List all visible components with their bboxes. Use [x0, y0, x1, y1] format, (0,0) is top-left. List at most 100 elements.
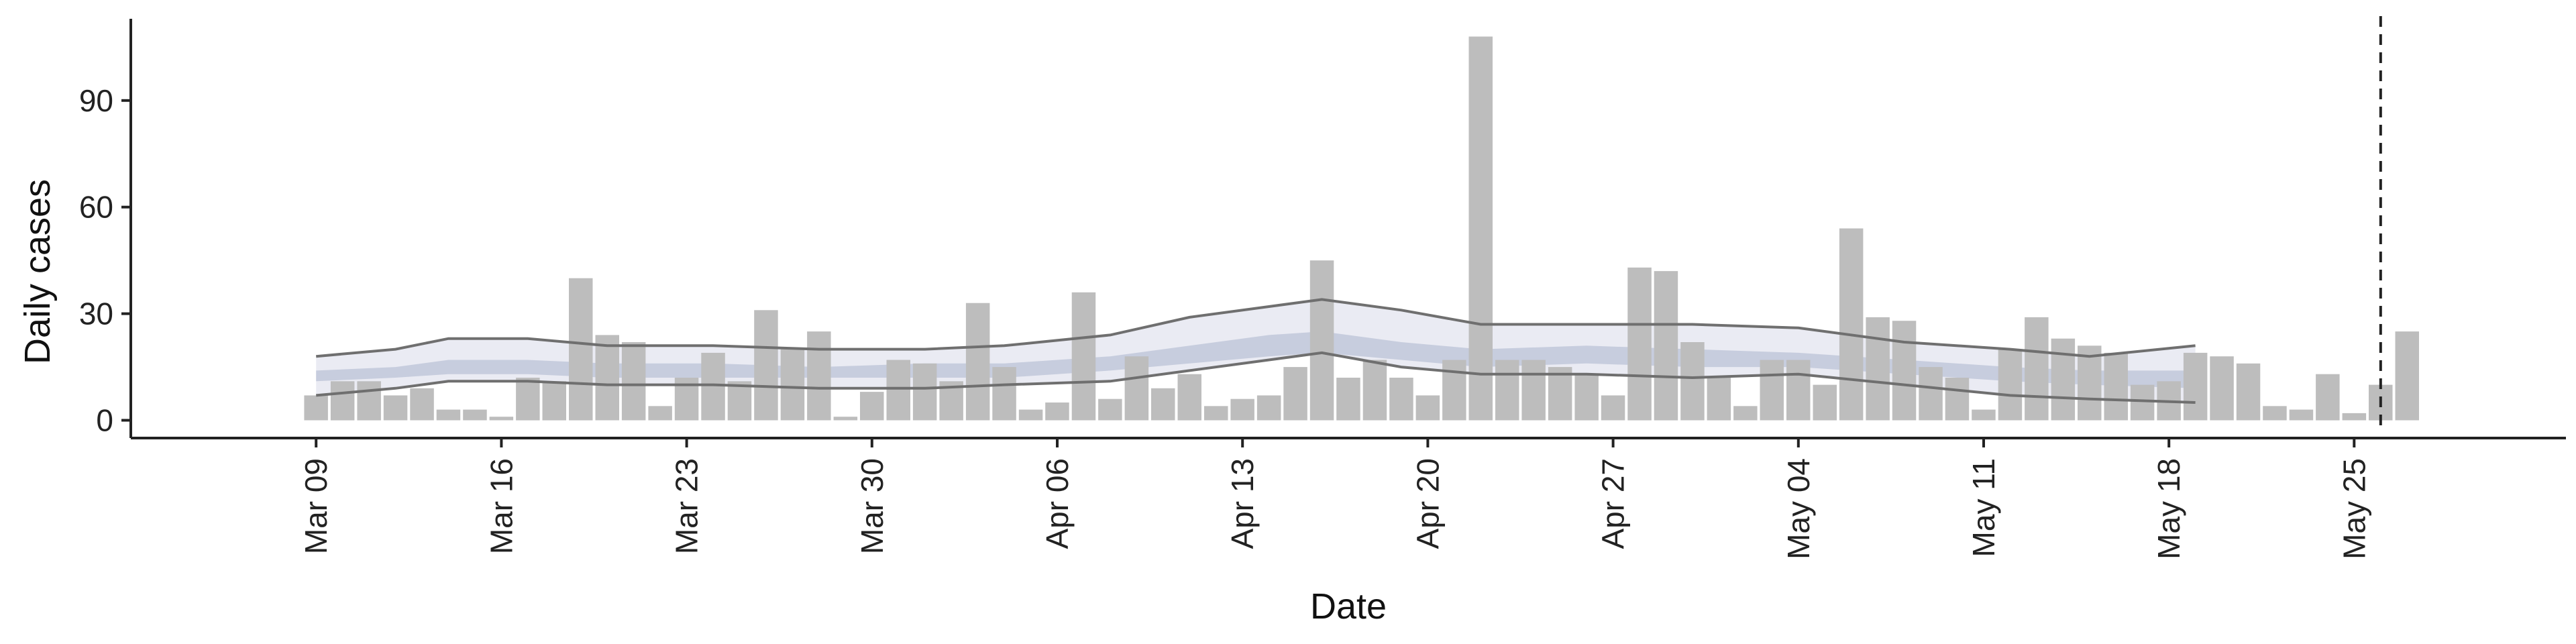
bar — [1309, 260, 1334, 421]
bar — [2210, 356, 2234, 421]
x-tick-label: Mar 09 — [299, 458, 333, 554]
bar — [1071, 292, 1096, 421]
bar — [1892, 321, 1917, 421]
bar — [1972, 409, 1996, 421]
bar — [886, 360, 910, 421]
bar — [912, 363, 937, 421]
bar — [1362, 360, 1387, 421]
bar — [1839, 228, 1864, 421]
bar — [2289, 409, 2314, 421]
bar — [463, 409, 487, 421]
x-tick-label: May 04 — [1781, 458, 1816, 559]
bar — [1654, 271, 1678, 421]
bar — [1151, 388, 1175, 421]
bar — [1283, 367, 1307, 421]
bar — [357, 381, 381, 421]
y-tick-label: 90 — [79, 83, 113, 118]
x-tick-label: Mar 16 — [484, 458, 519, 554]
bar — [436, 409, 461, 421]
bar — [621, 342, 646, 421]
bar — [2183, 352, 2208, 421]
bar — [1124, 356, 1149, 421]
x-tick-label: May 25 — [2337, 458, 2371, 559]
bar — [1204, 406, 1228, 421]
bar — [807, 331, 831, 421]
bar — [1045, 402, 1069, 421]
x-tick-label: May 18 — [2151, 458, 2186, 559]
bar — [648, 406, 672, 421]
y-tick-label: 0 — [96, 403, 113, 438]
bar — [1601, 395, 1625, 421]
upper-bound-line — [316, 298, 2196, 358]
bar — [1468, 36, 1493, 421]
bar — [780, 349, 805, 421]
bar — [410, 388, 434, 421]
bar — [1707, 378, 1731, 421]
x-tick-label: Mar 23 — [669, 458, 704, 554]
bar — [860, 392, 884, 421]
axes-layer: 0 30 60 90 Mar 09 Mar 16 Mar 23 Mar 30 Apr 06 Apr… — [79, 19, 2566, 559]
bar — [1786, 360, 1811, 421]
x-tick-label: May 11 — [1966, 458, 2001, 557]
bar — [542, 381, 566, 421]
x-tick-label: Apr 13 — [1225, 458, 1260, 549]
bar — [1866, 317, 1890, 421]
x-axis-title: Date — [1310, 586, 1387, 627]
y-tick-label: 60 — [79, 190, 113, 225]
bar — [595, 335, 619, 421]
bar — [727, 381, 752, 421]
x-tick-label: Mar 30 — [855, 458, 890, 554]
bar — [383, 395, 408, 421]
bar — [1760, 360, 1784, 421]
bound-lines-layer — [316, 298, 2196, 404]
bar — [1389, 378, 1413, 421]
bar — [965, 303, 990, 421]
bars-layer — [304, 36, 2419, 421]
bar — [1256, 395, 1281, 421]
bar — [1230, 398, 1254, 421]
bar — [2051, 338, 2076, 421]
bar — [1098, 398, 1122, 421]
bar — [2236, 363, 2261, 421]
bar — [1945, 378, 1970, 421]
bar — [1442, 360, 1466, 421]
x-tick-label: Apr 27 — [1596, 458, 1631, 549]
bar — [1018, 409, 1043, 421]
bar — [754, 310, 778, 421]
bar — [1521, 360, 1546, 421]
bar — [1574, 374, 1599, 421]
bar — [2104, 352, 2128, 421]
lower-bound-line — [316, 351, 2196, 404]
bar — [330, 381, 355, 421]
x-tick-label: Apr 20 — [1410, 458, 1445, 549]
bar — [489, 417, 514, 421]
bar — [1336, 378, 1360, 421]
bar — [1813, 384, 1837, 421]
bar — [2395, 331, 2419, 421]
bar — [1495, 360, 1519, 421]
bar — [1177, 374, 1201, 421]
bar — [1415, 395, 1440, 421]
bar — [701, 352, 725, 421]
bar — [516, 378, 540, 421]
bar — [1627, 267, 1652, 421]
bar — [1998, 349, 2023, 421]
y-axis-title: Daily cases — [17, 179, 58, 364]
x-tick-label: Apr 06 — [1040, 458, 1075, 549]
bar — [992, 367, 1016, 421]
bar — [833, 417, 858, 421]
bar — [2078, 345, 2102, 421]
bar — [2263, 406, 2287, 421]
bar — [1548, 367, 1572, 421]
bar — [304, 395, 328, 421]
y-tick-label: 30 — [79, 297, 113, 331]
bar — [2342, 413, 2367, 421]
bar — [1919, 367, 1943, 421]
bar — [2130, 384, 2155, 421]
bar — [2025, 317, 2049, 421]
bar — [1733, 406, 1758, 421]
bar — [2316, 374, 2340, 421]
bar — [569, 278, 593, 421]
bar — [1680, 342, 1705, 421]
